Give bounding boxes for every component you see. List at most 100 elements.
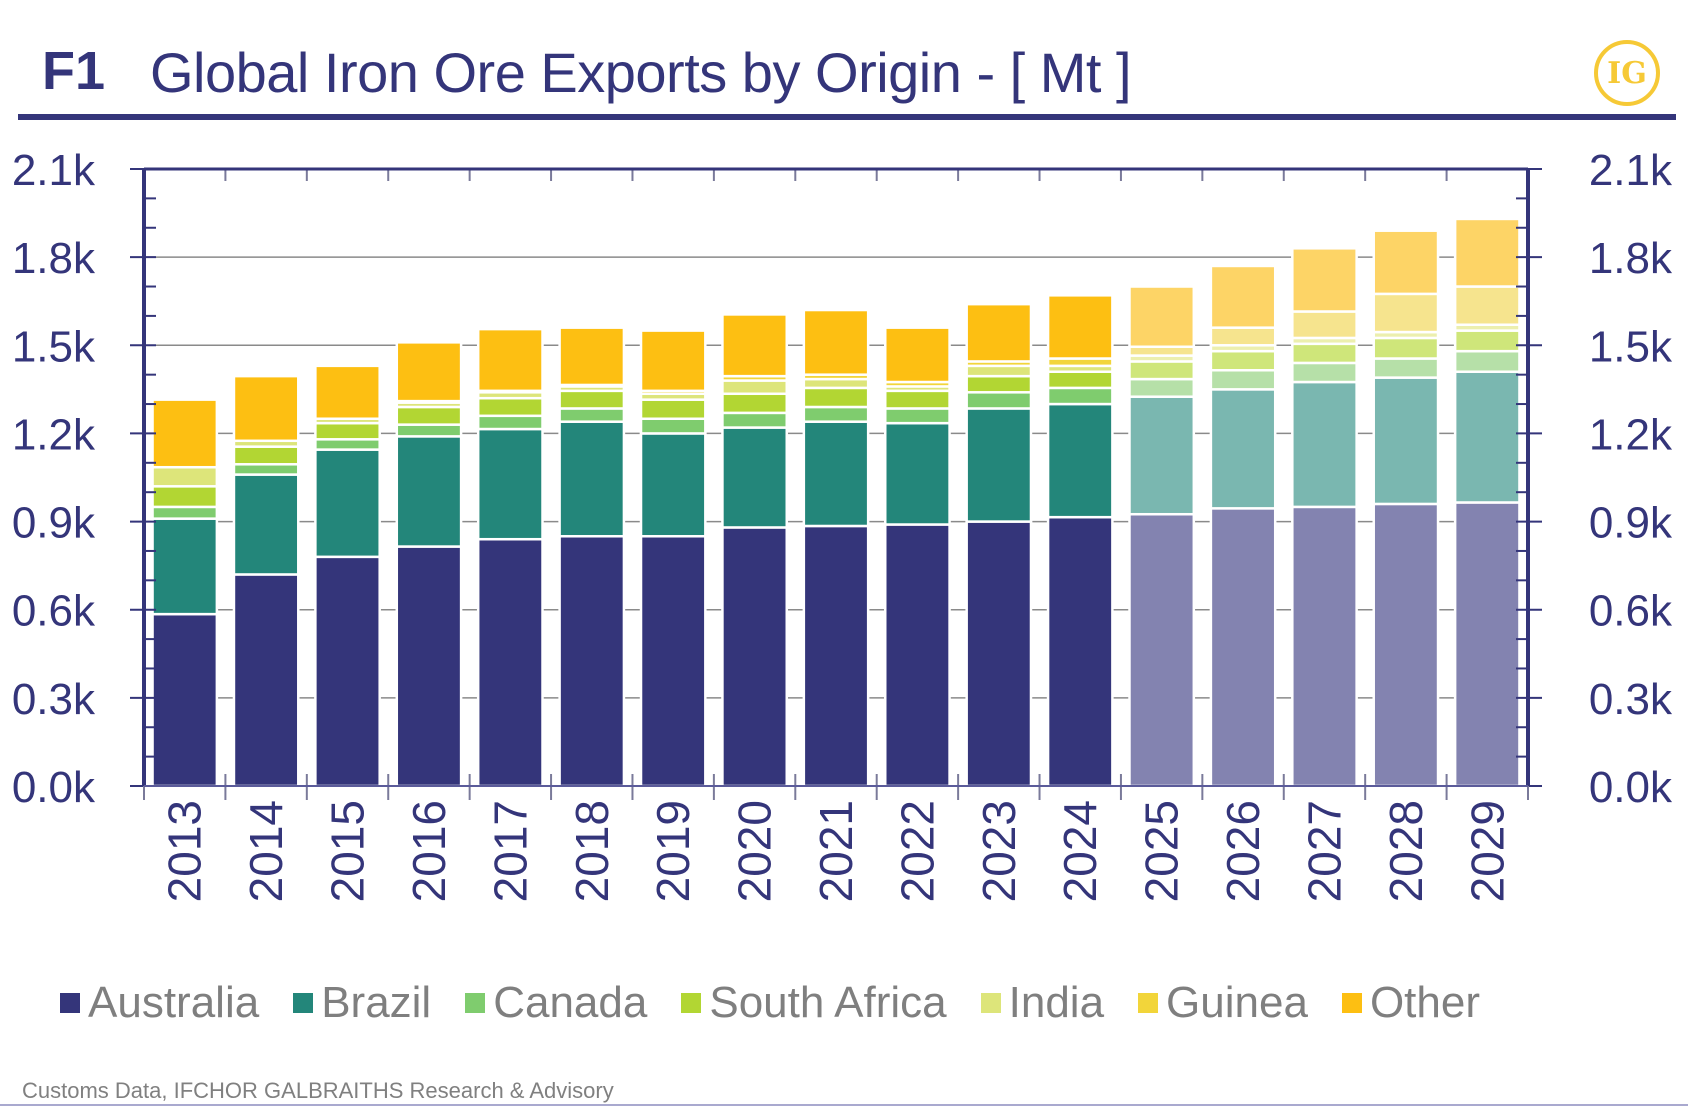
bar-guinea-2025 — [1128, 345, 1196, 357]
bar-canada-2022 — [884, 407, 951, 425]
legend-item-canada: Canada — [465, 978, 647, 1028]
bar-canada-2020 — [721, 411, 788, 429]
bar-south-africa-2028 — [1372, 336, 1440, 360]
bar-other-2028 — [1372, 229, 1440, 296]
bar-other-2013 — [151, 398, 219, 469]
bar-south-africa-2027 — [1291, 342, 1358, 365]
bar-brazil-2020 — [721, 426, 788, 529]
bar-south-africa-2019 — [639, 398, 707, 420]
x-tick-label: 2013 — [159, 800, 211, 902]
x-tick-label: 2027 — [1298, 800, 1350, 902]
bar-brazil-2024 — [1046, 402, 1114, 519]
y-tick-label: 1.2k — [12, 410, 96, 459]
bar-canada-2019 — [639, 417, 707, 435]
x-tick-label: 2015 — [322, 800, 374, 902]
bar-brazil-2023 — [965, 407, 1033, 523]
legend-swatch — [60, 993, 80, 1013]
x-tick-label: 2028 — [1380, 800, 1432, 902]
legend-swatch — [293, 993, 314, 1013]
bar-canada-2013 — [151, 505, 219, 520]
bar-south-africa-2018 — [558, 389, 626, 410]
y-tick-label: 1.8k — [12, 234, 96, 283]
bar-brazil-2019 — [639, 432, 707, 538]
figure-number: F1 — [42, 41, 106, 101]
bar-other-2016 — [395, 341, 463, 403]
bar-australia-2015 — [314, 555, 381, 788]
bar-canada-2024 — [1046, 386, 1114, 406]
bar-australia-2018 — [558, 535, 626, 788]
bar-south-africa-2020 — [721, 392, 788, 415]
y-tick-label-right: 1.2k — [1589, 410, 1673, 459]
x-tick-label: 2019 — [647, 800, 699, 902]
bar-brazil-2014 — [232, 473, 300, 576]
bar-canada-2025 — [1128, 377, 1196, 398]
y-tick-label: 0.0k — [12, 763, 96, 812]
legend-item-other: Other — [1341, 978, 1480, 1028]
bar-other-2025 — [1128, 285, 1196, 349]
y-tick-label: 2.1k — [12, 146, 96, 195]
bar-canada-2018 — [558, 407, 626, 423]
x-tick-label: 2024 — [1054, 800, 1106, 902]
bar-brazil-2025 — [1128, 395, 1196, 516]
bar-south-africa-2014 — [232, 445, 300, 466]
bar-other-2027 — [1291, 247, 1358, 313]
bar-south-africa-2025 — [1128, 360, 1196, 381]
x-tick-label: 2014 — [240, 800, 292, 902]
x-tick-label: 2022 — [891, 800, 943, 902]
bar-other-2021 — [802, 308, 870, 376]
y-tick-label-right: 0.9k — [1589, 499, 1673, 548]
bar-canada-2027 — [1291, 361, 1358, 384]
axes — [130, 167, 1542, 800]
bar-australia-2025 — [1128, 512, 1196, 788]
bar-australia-2017 — [476, 537, 544, 788]
bar-south-africa-2016 — [395, 405, 463, 426]
y-tick-label: 1.5k — [12, 322, 96, 371]
bar-australia-2022 — [884, 523, 951, 788]
legend-swatch — [980, 993, 1001, 1013]
x-axis-labels: 2013 2014 2015 2016 2017 2018 2019 2020 2021 2022… — [159, 800, 1514, 902]
bar-australia-2016 — [395, 545, 463, 788]
bar-south-africa-2017 — [476, 396, 544, 418]
bottom-rule — [0, 1104, 1688, 1106]
bar-canada-2028 — [1372, 357, 1440, 379]
legend-label: South Africa — [709, 978, 947, 1027]
x-tick-label: 2020 — [729, 800, 781, 902]
bar-south-africa-2024 — [1046, 370, 1114, 390]
title-underline — [18, 114, 1676, 120]
bar-australia-2023 — [965, 520, 1033, 788]
bar-other-2022 — [884, 326, 951, 384]
bars — [151, 217, 1521, 788]
bar-canada-2017 — [476, 414, 544, 431]
bar-other-2017 — [476, 327, 544, 393]
bar-australia-2019 — [639, 535, 707, 788]
bar-india-2020 — [721, 379, 788, 396]
x-tick-label: 2016 — [403, 800, 455, 902]
bar-canada-2029 — [1453, 349, 1521, 373]
bar-australia-2013 — [151, 612, 219, 788]
bar-brazil-2022 — [884, 421, 951, 526]
y-tick-label-right: 2.1k — [1589, 146, 1673, 195]
logo-text: IG — [1607, 55, 1647, 91]
bar-canada-2014 — [232, 463, 300, 476]
bar-brazil-2029 — [1453, 370, 1521, 504]
bar-canada-2021 — [802, 405, 870, 423]
y-tick-label: 0.6k — [12, 587, 96, 636]
bar-brazil-2027 — [1291, 380, 1358, 509]
y-tick-label-right: 0.0k — [1589, 763, 1673, 812]
bar-guinea-2026 — [1209, 326, 1277, 347]
y-tick-label-right: 0.6k — [1589, 587, 1673, 636]
y-tick-label-right: 1.5k — [1589, 322, 1673, 371]
bar-australia-2020 — [721, 526, 788, 788]
legend-item-guinea: Guinea — [1138, 978, 1308, 1028]
bar-south-africa-2015 — [314, 421, 381, 441]
y-axis-left-labels: 0.0k 0.3k 0.6k 0.9k 1.2k 1.5k 1.8k 2.1k — [12, 146, 96, 812]
x-tick-label: 2017 — [484, 800, 536, 902]
bar-other-2024 — [1046, 294, 1114, 360]
x-tick-label: 2026 — [1217, 800, 1269, 902]
bar-other-2018 — [558, 326, 626, 387]
bar-south-africa-2022 — [884, 389, 951, 410]
bar-south-africa-2026 — [1209, 349, 1277, 372]
bar-other-2019 — [639, 329, 707, 393]
legend-label: Brazil — [321, 978, 432, 1027]
